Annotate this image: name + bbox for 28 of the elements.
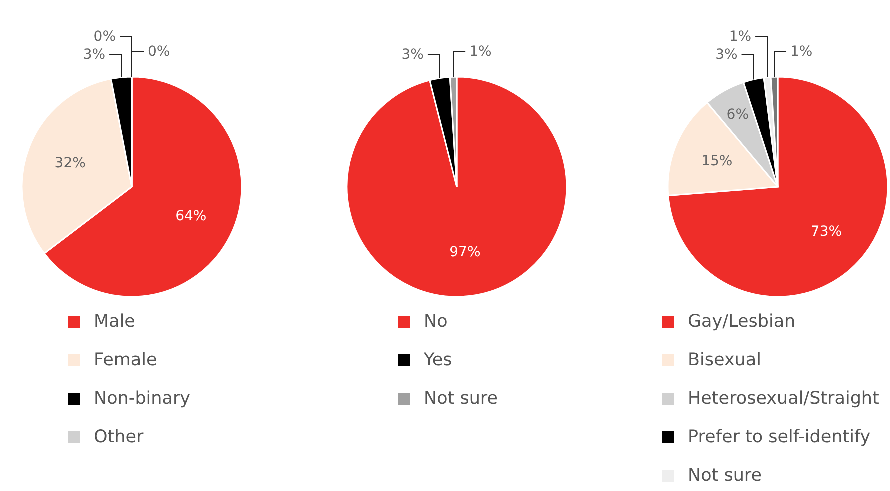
pie-slice [346,76,568,298]
pie-slice [668,76,889,298]
legend-label: Prefer to self-identify [688,428,871,448]
legend-label: Not sure [424,389,498,409]
legend-label: Non-binary [94,389,191,409]
data-label: 3% [716,47,738,63]
data-label: 15% [702,154,733,170]
legend-label: Bisexual [688,350,762,370]
text: 0% [148,44,170,60]
data-label: 1% [790,44,813,60]
legend-label: Heterosexual/Straight [688,389,880,409]
data-label: 97% [450,244,481,260]
legend-label: Female [94,350,158,370]
text: 0% [94,29,116,45]
legend-label: Male [94,312,136,332]
legend-label: Other [94,428,144,448]
data-label: 6% [726,106,749,123]
data-label: 32% [54,155,86,172]
legend-label: Not sure [688,466,762,486]
data-label: 64% [176,208,207,224]
data-label: 1% [729,29,752,45]
legend-label: Yes [423,350,452,370]
data-label: 3% [83,47,106,63]
legend-label: No [424,312,448,332]
legend-label: Gay/Lesbian [688,312,796,332]
data-label: 73% [810,224,842,240]
data-label: 3% [402,47,424,63]
data-label: 1% [470,44,492,60]
